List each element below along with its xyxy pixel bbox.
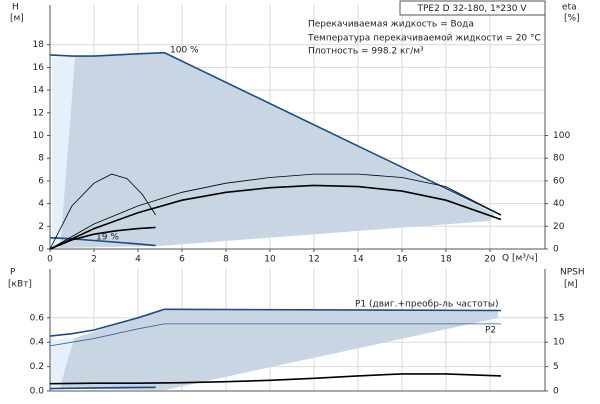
series-label: 100 % — [170, 46, 199, 56]
series-label: 19 % — [96, 233, 119, 243]
y2-tick-label: 40 — [553, 199, 565, 209]
y2-label: eta — [562, 3, 577, 13]
y-tick-label: 0.0 — [30, 387, 45, 397]
y2-unit: [м] — [564, 280, 578, 290]
y-tick-label: 2 — [38, 222, 44, 232]
x-tick-label: 0 — [47, 255, 53, 265]
y2-tick-label: 0 — [553, 387, 559, 397]
y2-tick-label: 80 — [553, 154, 565, 164]
y-tick-label: 18 — [33, 40, 45, 50]
x-tick-label: 16 — [396, 255, 408, 265]
annotation: Плотность = 998.2 кг/м³ — [308, 47, 424, 57]
y-tick-label: 14 — [33, 86, 45, 96]
y2-tick-label: 0 — [553, 245, 559, 255]
power-area — [60, 309, 498, 390]
y-label: H — [12, 3, 19, 13]
annotation: Перекачиваемая жидкость = Вода — [308, 20, 474, 30]
x-tick-label: 20 — [484, 255, 496, 265]
x-tick-label: 12 — [308, 255, 319, 265]
operating-area-light — [52, 57, 75, 249]
x-tick-label: 6 — [179, 255, 185, 265]
curve — [49, 173, 502, 250]
x-tick-label: 10 — [264, 255, 276, 265]
operating-area — [60, 52, 495, 248]
y-tick-label: 8 — [38, 154, 44, 164]
series-label: P1 (двиг.+преобр-ль частоты) — [355, 300, 499, 310]
x-tick-label: 2 — [91, 255, 97, 265]
y-tick-label: 4 — [38, 199, 44, 209]
y-tick-label: 0 — [38, 245, 44, 255]
chart-title: TPE2 D 32-180, 1*230 V — [416, 4, 527, 14]
curve — [49, 386, 156, 390]
curve — [49, 373, 502, 385]
series-label: P2 — [485, 326, 496, 336]
y-tick-label: 12 — [33, 108, 44, 118]
title-box — [399, 0, 546, 16]
y-unit: [кВт] — [8, 280, 32, 290]
x-tick-label: 8 — [223, 255, 229, 265]
curve — [49, 173, 156, 250]
y-unit: [м] — [10, 14, 24, 24]
y-tick-label: 0.4 — [30, 338, 45, 348]
annotation: Температура перекачиваемой жидкости = 20… — [307, 34, 541, 44]
curve — [49, 184, 502, 250]
x-tick-label: 18 — [440, 255, 452, 265]
curve — [49, 51, 502, 216]
curve — [49, 323, 501, 347]
y-tick-label: 0.2 — [30, 362, 44, 372]
y-label: P — [10, 268, 16, 278]
y2-tick-label: 10 — [553, 338, 565, 348]
x-label: Q [м³/ч] — [502, 254, 538, 264]
y2-tick-label: 5 — [553, 362, 559, 372]
y2-tick-label: 15 — [553, 313, 564, 323]
y2-tick-label: 20 — [553, 222, 565, 232]
y-tick-label: 16 — [33, 63, 45, 73]
y-tick-label: 0.6 — [30, 313, 45, 323]
y2-tick-label: 100 — [553, 131, 570, 141]
y-tick-label: 6 — [38, 176, 44, 186]
curve — [49, 308, 502, 337]
y2-label: NPSH — [560, 268, 585, 278]
y2-unit: [%] — [564, 14, 580, 24]
curve — [49, 226, 156, 250]
x-tick-label: 4 — [135, 255, 141, 265]
x-tick-label: 14 — [352, 255, 364, 265]
power-area-light — [50, 338, 75, 390]
y-tick-label: 10 — [33, 131, 45, 141]
y2-tick-label: 60 — [553, 176, 565, 186]
